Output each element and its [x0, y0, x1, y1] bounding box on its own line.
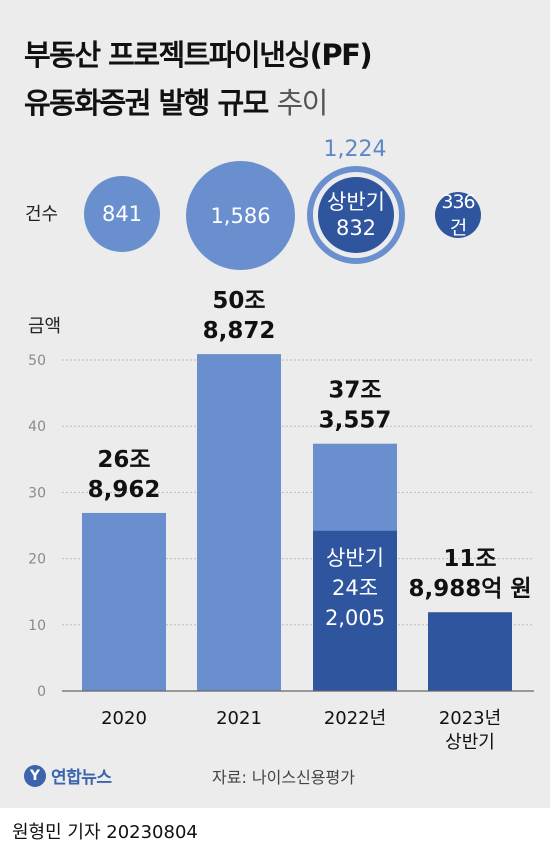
count-total-2022: 1,224 [323, 137, 387, 162]
count-half-label-2022: 상반기 [327, 190, 385, 214]
count-ring-2022 [307, 166, 405, 264]
title-line-1: 부동산 프로젝트파이낸싱(PF) [24, 38, 373, 72]
bar-value-label: 11조 [443, 546, 496, 572]
title-line-2-bold: 유동화증권 발행 규모 [24, 86, 269, 120]
bar-value-label: 8,872 [203, 318, 276, 344]
x-tick-label: 2023년 [439, 708, 501, 729]
bar-value-label: 26조 [97, 447, 150, 473]
bar-value-label: 3,557 [319, 408, 392, 434]
bar [82, 512, 166, 691]
count-value-2020: 841 [101, 202, 143, 226]
credit-line: 원형민 기자 20230804 [12, 822, 198, 843]
bar-value-label: 37조 [328, 378, 381, 404]
bar-first-half [313, 530, 397, 691]
y-tick-label: 40 [28, 419, 46, 435]
y-tick-label: 50 [28, 353, 46, 369]
bar-inner-label: 상반기 [326, 546, 384, 570]
bar-inner-label: 2,005 [325, 606, 385, 630]
bar-inner-label: 24조 [332, 576, 378, 600]
count-circle-2021: 1,586 [186, 161, 295, 270]
x-tick-label: 2020 [101, 708, 147, 729]
count-value-2021: 1,586 [210, 203, 271, 228]
bar-value-label: 8,988억 원 [408, 576, 531, 602]
x-tick-label: 상반기 [445, 732, 495, 753]
bar [428, 612, 512, 691]
globe-logo-icon: Y [24, 764, 46, 787]
amount-label: 금액 [28, 316, 62, 337]
count-half-value-2022: 832 [335, 216, 377, 240]
count-label: 건수 [25, 204, 59, 225]
brand-name: 연합뉴스 [51, 768, 112, 788]
count-value-2023-half: 336건 [441, 191, 475, 239]
count-circle-2020: 841 [84, 176, 160, 252]
title-line-2-light: 추이 [276, 86, 328, 120]
bar [197, 354, 281, 691]
count-circle-2022-half: 상반기 832 [318, 177, 394, 253]
x-tick-label: 2022년 [324, 708, 386, 729]
x-tick-label: 2021 [216, 708, 262, 729]
y-tick-label: 20 [28, 552, 46, 568]
y-tick-label: 0 [37, 684, 46, 700]
bar-chart: 0 10 20 30 40 50 26조 8,962 2020 50조 8,872 2021 상반기 24… [28, 288, 534, 753]
brand: Y 연합뉴스 [24, 763, 112, 788]
y-tick-label: 10 [28, 618, 46, 634]
count-circle-2023-half: 336건 [435, 191, 481, 239]
bar-value-label: 50조 [212, 288, 265, 314]
source-note: 자료: 나이스신용평가 [212, 768, 355, 787]
bar-value-label: 8,962 [88, 477, 161, 503]
y-tick-label: 30 [28, 485, 46, 501]
title-line-2: 유동화증권 발행 규모 추이 [24, 80, 328, 122]
